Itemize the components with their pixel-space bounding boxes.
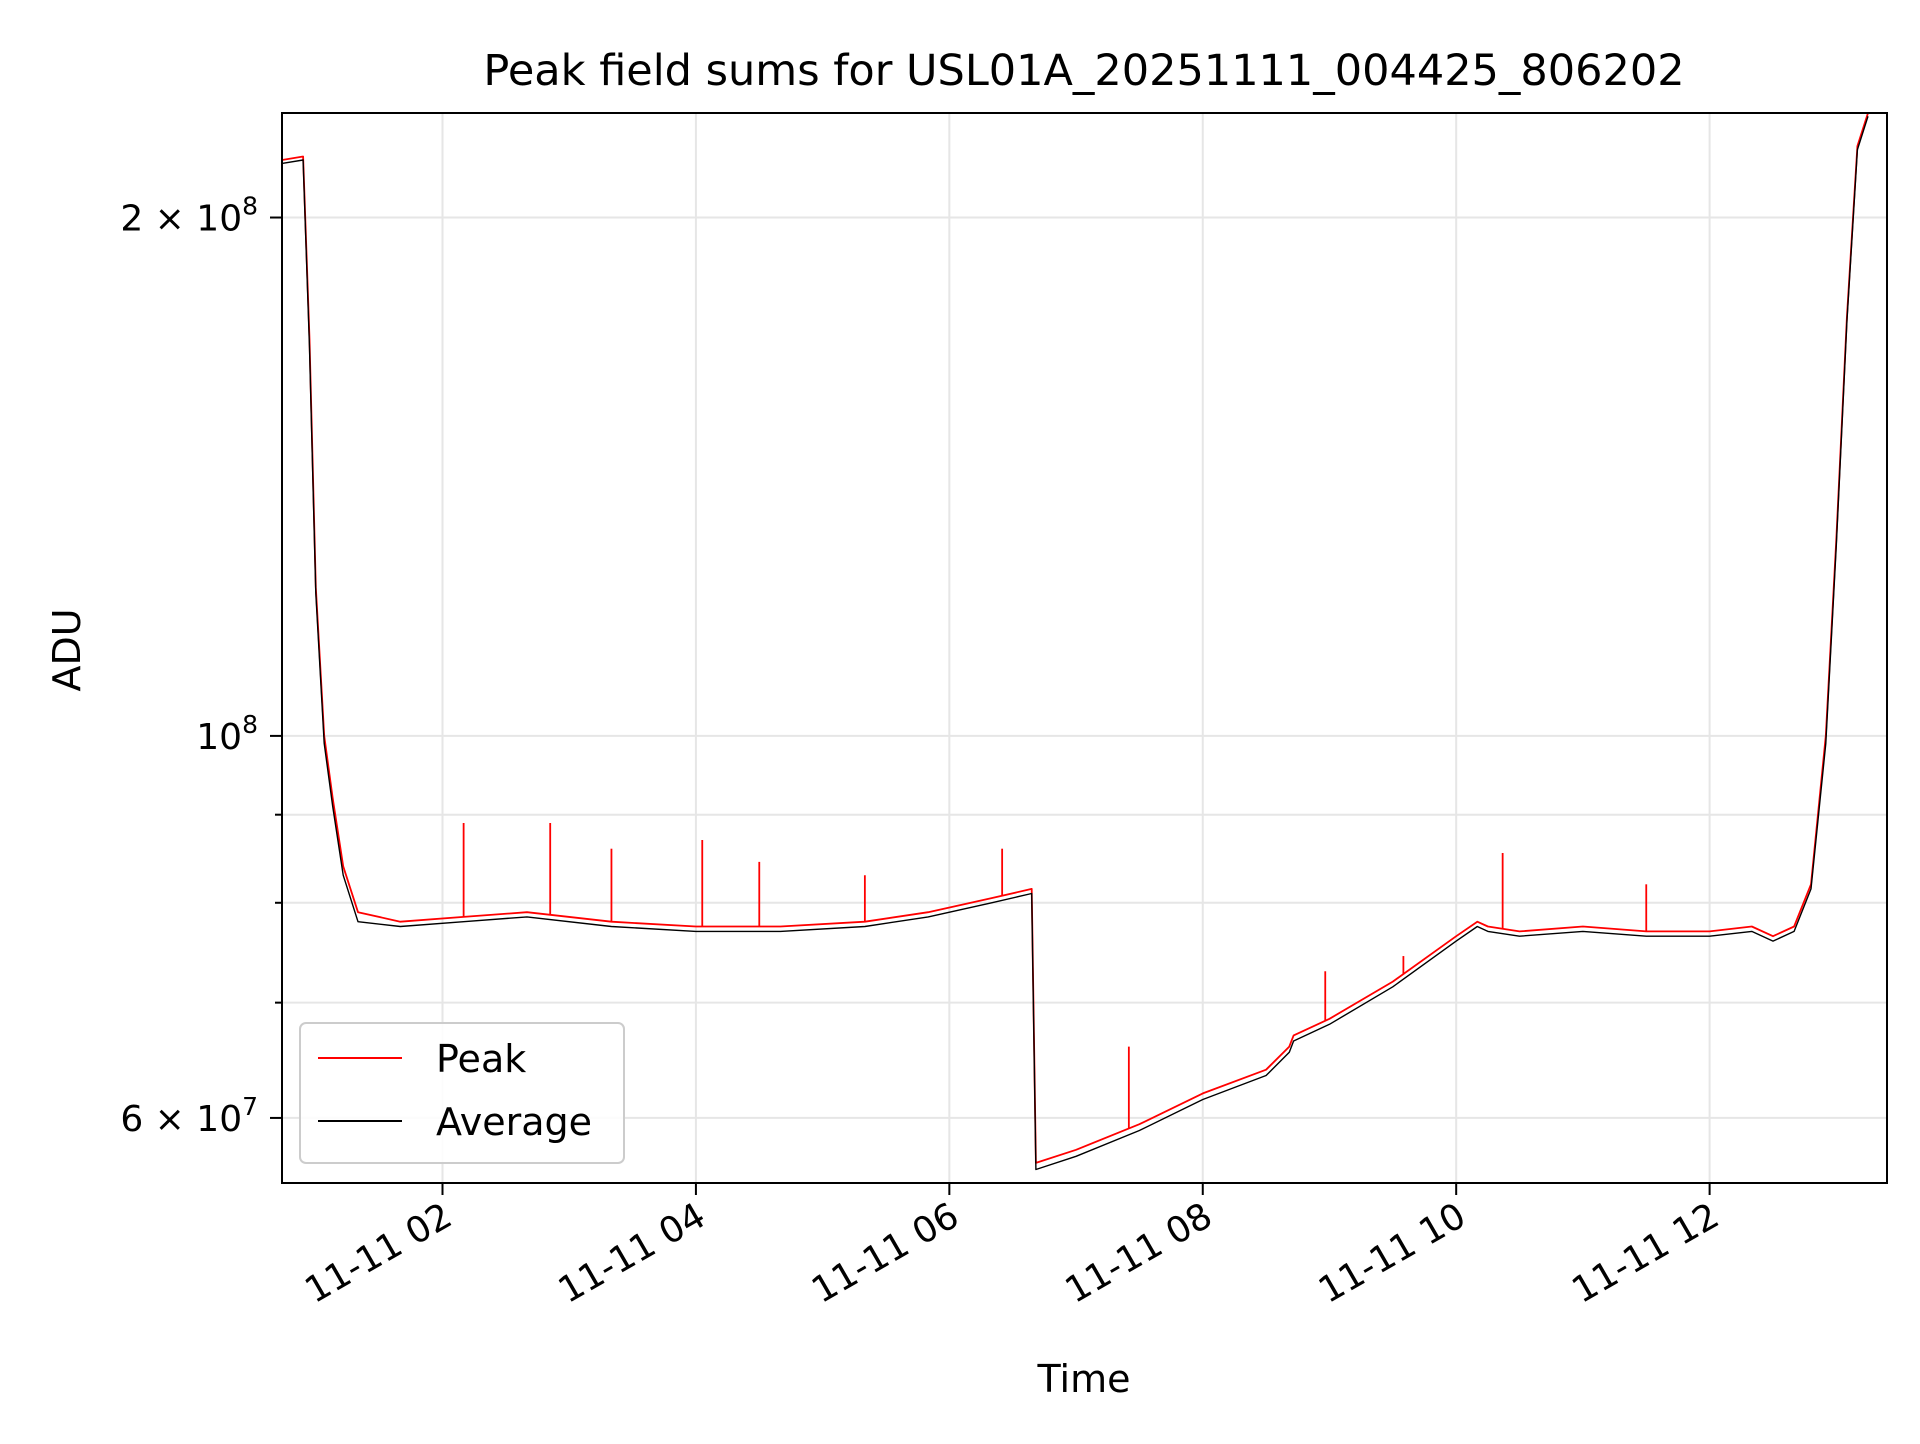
x-axis-label: Time — [1037, 1357, 1131, 1401]
legend: Peak Average — [299, 1022, 625, 1164]
legend-label-average: Average — [436, 1100, 592, 1144]
y-tick-label: 2 × 108 — [120, 192, 258, 240]
y-axis-label: ADU — [45, 608, 89, 691]
series-layer — [282, 113, 1869, 1171]
series-line-peak — [282, 113, 1869, 1164]
y-tick-label: 108 — [196, 710, 258, 758]
plot-frame — [281, 112, 1888, 1184]
y-tick-label: 6 × 107 — [120, 1092, 258, 1140]
series-line-average — [282, 116, 1869, 1171]
legend-label-peak: Peak — [436, 1037, 526, 1081]
chart-title: Peak field sums for USL01A_20251111_0044… — [483, 46, 1684, 96]
